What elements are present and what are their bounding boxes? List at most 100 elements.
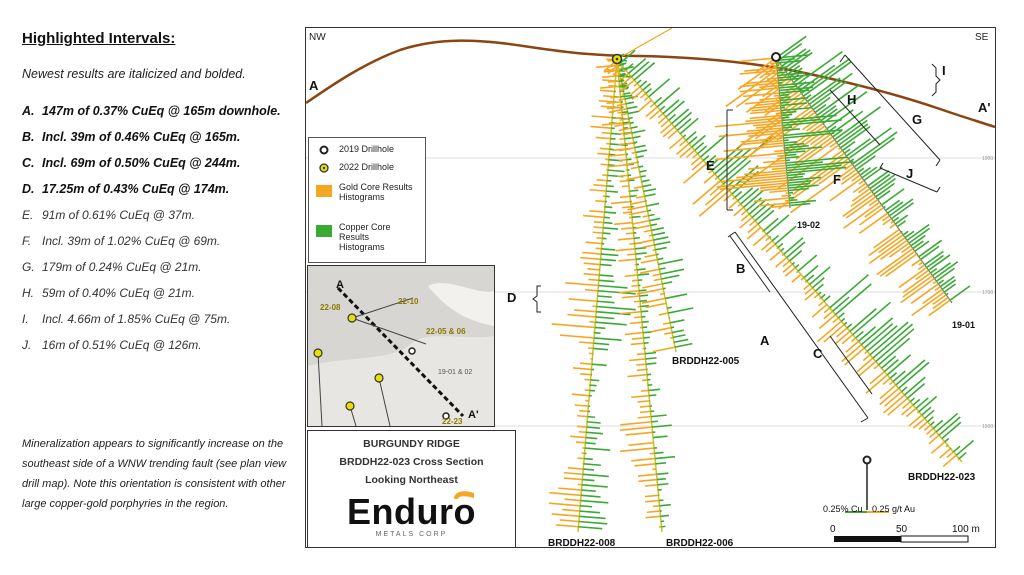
- copper-histogram-bar: [781, 118, 821, 124]
- highlights-title: Highlighted Intervals:: [22, 30, 176, 47]
- copper-histogram-bar: [780, 247, 785, 252]
- gold-histogram-bar: [818, 313, 837, 330]
- gold-histogram-bar: [764, 142, 785, 146]
- copper-histogram-bar: [587, 421, 601, 424]
- copper-histogram-bar: [660, 268, 685, 275]
- gold-histogram-bar: [844, 347, 865, 366]
- copper-histogram-bar: [603, 221, 613, 225]
- copper-histogram-bar: [638, 289, 647, 292]
- gold-histogram-bar: [599, 147, 610, 150]
- gold-histogram-bar: [597, 152, 610, 156]
- legend-row-2022: 2022 Drillhole: [315, 162, 394, 174]
- interval-label-g: G: [912, 112, 922, 127]
- copper-histogram-bar: [808, 72, 853, 105]
- gold-histogram-bar: [880, 367, 883, 370]
- gold-histogram-bar: [631, 394, 650, 399]
- gold-histogram-bar: [615, 248, 636, 252]
- gold-histogram-bar: [733, 206, 745, 217]
- gold-histogram-bar: [559, 334, 595, 339]
- copper-histogram-bar: [787, 179, 812, 184]
- copper-histogram-bar: [658, 258, 684, 266]
- copper-histogram-bar: [637, 273, 650, 276]
- gold-histogram-bar: [593, 183, 607, 187]
- gold-histogram-bar: [556, 524, 579, 528]
- gold-histogram-bar: [625, 232, 634, 235]
- interval-label-c: C: [813, 346, 823, 361]
- gold-histogram-bar: [593, 226, 604, 229]
- gold-histogram-bar: [769, 250, 782, 261]
- copper-histogram-bar: [877, 189, 891, 201]
- gold-histogram-bar: [590, 125, 612, 129]
- copper-histogram-bar: [929, 421, 935, 426]
- interval-text: 59m of 0.40% CuEq @ 21m.: [42, 286, 195, 300]
- copper-histogram-bar: [853, 137, 895, 168]
- gold-histogram-bar: [742, 92, 780, 98]
- copper-histogram-bar: [779, 89, 810, 94]
- copper-histogram-bar: [581, 484, 608, 488]
- gold-histogram-bar: [598, 99, 614, 103]
- interval-letter: H.: [22, 286, 34, 300]
- gold-histogram-bar: [859, 207, 885, 226]
- highlights-panel: Highlighted Intervals: Newest results ar…: [22, 30, 294, 363]
- copper-histogram-bar: [890, 202, 914, 220]
- copper-histogram-bar: [803, 265, 819, 279]
- copper-histogram-bar: [645, 88, 652, 95]
- gold-histogram-bar: [744, 99, 781, 105]
- section-a-prime-label: A': [978, 100, 990, 115]
- gold-histogram-bar: [640, 258, 658, 264]
- copper-histogram-bar: [881, 188, 905, 206]
- copper-histogram-bar: [606, 190, 618, 193]
- gold-histogram-bar: [946, 451, 954, 459]
- gold-histogram-bar: [551, 323, 595, 329]
- gold-histogram-bar: [657, 116, 667, 125]
- gold-histogram-bar: [619, 426, 653, 431]
- copper-histogram-bar: [928, 254, 951, 271]
- copper-histogram-bar: [915, 397, 929, 410]
- interval-letter: J.: [22, 338, 32, 352]
- gold-histogram-bar: [622, 211, 632, 214]
- copper-histogram-bar: [886, 354, 912, 376]
- copper-histogram-bar: [662, 281, 673, 285]
- gold-histogram-bar: [622, 206, 632, 209]
- copper-histogram-bar: [654, 455, 676, 460]
- gold-histogram-bar: [856, 357, 874, 373]
- gold-histogram-bar: [618, 289, 640, 294]
- copper-histogram-bar: [781, 48, 807, 67]
- gold-histogram-bar: [777, 144, 840, 190]
- gold-histogram-bar: [868, 198, 879, 207]
- copper-histogram-bar: [776, 59, 801, 64]
- gold-histogram-bar: [858, 179, 865, 185]
- gold-histogram-bar: [649, 102, 655, 108]
- gold-histogram-bar: [753, 125, 826, 178]
- copper-histogram-bar: [659, 105, 666, 111]
- gold-histogram-bar: [631, 89, 644, 101]
- gold-histogram-bar: [630, 342, 645, 346]
- gold-histogram-bar: [829, 177, 863, 202]
- gold-histogram-bar: [765, 243, 776, 253]
- gold-histogram-bar: [563, 471, 583, 476]
- gold-histogram-bar: [630, 86, 641, 96]
- copper-histogram-bar: [646, 202, 660, 207]
- scale-tick-50: 50: [896, 524, 908, 535]
- copper-histogram-bar: [779, 97, 809, 102]
- gold-histogram-bar: [645, 106, 658, 118]
- gold-histogram-bar: [748, 132, 784, 138]
- copper-histogram-bar: [818, 104, 837, 119]
- gold-histogram-bar: [564, 498, 581, 502]
- inset-drill-trace: [351, 317, 427, 345]
- interval-letter: I.: [22, 312, 29, 326]
- scale-marker-icon: [862, 455, 872, 465]
- inset-drill-trace: [378, 377, 391, 426]
- gold-histogram-bar: [898, 266, 928, 289]
- elevation-label: 1900 RL: [982, 156, 1001, 162]
- copper-histogram-bar: [608, 164, 615, 167]
- gold-histogram-bar: [746, 127, 783, 133]
- gold-histogram-bar: [879, 387, 900, 406]
- copper-histogram-bar: [598, 279, 615, 283]
- copper-histogram-bar: [651, 420, 659, 423]
- copper-histogram-bar: [656, 472, 669, 476]
- copper-histogram-bar: [834, 283, 872, 316]
- gold-histogram-bar: [836, 327, 848, 338]
- gold-histogram-bar: [818, 300, 825, 307]
